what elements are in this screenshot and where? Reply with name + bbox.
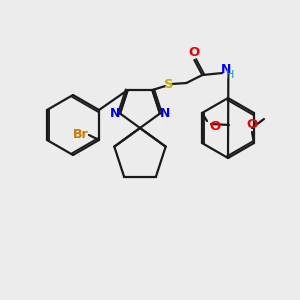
Text: N: N xyxy=(160,107,170,120)
Text: N: N xyxy=(110,107,120,120)
Text: N: N xyxy=(221,62,232,76)
Text: H: H xyxy=(226,70,235,80)
Text: Br: Br xyxy=(73,128,89,140)
Text: O: O xyxy=(209,119,220,133)
Text: O: O xyxy=(189,46,200,59)
Text: S: S xyxy=(164,77,173,91)
Text: O: O xyxy=(246,118,258,131)
